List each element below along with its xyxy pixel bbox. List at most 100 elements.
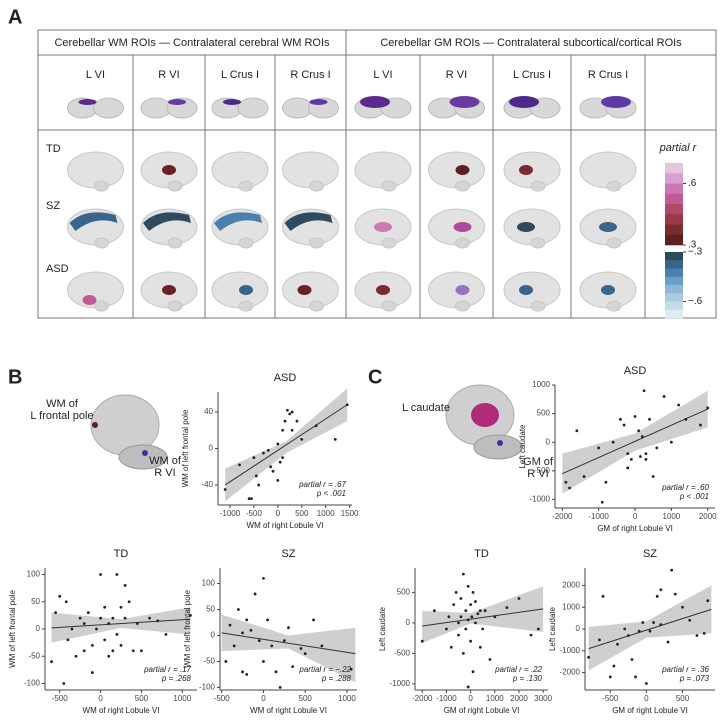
data-point xyxy=(466,584,470,588)
x-axis-title: WM of right Lobule VI xyxy=(247,521,324,530)
brain-label: R VI xyxy=(527,468,548,480)
data-point xyxy=(481,627,485,631)
trend-line xyxy=(51,618,191,629)
column-label: R VI xyxy=(158,69,179,81)
y-tick-label: 50 xyxy=(206,605,215,614)
data-point xyxy=(457,621,460,625)
data-point xyxy=(107,622,111,625)
data-point xyxy=(626,466,630,470)
roi-overlay xyxy=(519,285,533,295)
data-point xyxy=(299,647,303,650)
data-point xyxy=(648,629,652,633)
x-axis-title: GM of right Lobule VI xyxy=(612,706,688,715)
x-tick-label: 0 xyxy=(98,694,103,703)
data-point xyxy=(681,605,684,609)
brain-image xyxy=(282,151,339,192)
data-point xyxy=(447,615,451,619)
data-point xyxy=(598,638,601,642)
chart-title: ASD xyxy=(274,372,297,384)
roi-overlay xyxy=(162,285,176,295)
data-point xyxy=(452,603,456,606)
column-label: R VI xyxy=(446,69,467,81)
x-tick-label: 0 xyxy=(468,694,473,703)
colorbar-swatch xyxy=(665,252,683,261)
data-point xyxy=(488,658,492,661)
data-point xyxy=(103,605,107,609)
stat-annotation: partial r = .22 xyxy=(494,665,542,674)
roi-overlay xyxy=(471,403,499,427)
brain-image xyxy=(579,208,637,249)
brain-image xyxy=(211,151,269,192)
brain-image xyxy=(140,151,198,192)
brainstem xyxy=(309,237,324,249)
y-tick-label: 100 xyxy=(202,579,216,588)
data-point xyxy=(637,629,641,633)
data-point xyxy=(276,478,280,482)
data-point xyxy=(123,616,127,620)
y-tick-label: 500 xyxy=(397,588,411,597)
data-point xyxy=(608,675,612,679)
data-point xyxy=(271,469,275,473)
roi-overlay xyxy=(69,212,118,231)
data-point xyxy=(291,665,295,669)
data-point xyxy=(148,616,152,620)
roi-overlay xyxy=(142,450,148,456)
data-point xyxy=(666,640,670,644)
x-tick-label: 3000 xyxy=(534,694,552,703)
data-point xyxy=(626,634,630,637)
x-tick-label: -1000 xyxy=(588,512,609,521)
y-axis-title: Left caudate xyxy=(378,606,387,651)
y-tick-label: 0 xyxy=(211,631,216,640)
confidence-band xyxy=(422,586,544,644)
data-point xyxy=(131,649,135,653)
data-point xyxy=(281,428,285,432)
row-label: TD xyxy=(46,143,61,155)
data-point xyxy=(505,606,509,610)
colorbar-swatch xyxy=(665,173,683,184)
data-point xyxy=(659,623,663,627)
column-label: L Crus I xyxy=(221,69,259,81)
y-tick-label: -1000 xyxy=(560,646,581,655)
chart-title: SZ xyxy=(281,548,295,560)
x-tick-label: 1000 xyxy=(662,512,680,521)
data-point xyxy=(644,682,648,685)
data-point xyxy=(630,658,634,661)
brainstem xyxy=(455,237,470,249)
y-axis-title: Left caudate xyxy=(518,424,527,469)
data-point xyxy=(670,568,674,572)
data-point xyxy=(119,643,123,647)
roi-highlight xyxy=(223,99,241,105)
x-tick-label: -2000 xyxy=(412,694,433,703)
brain-image xyxy=(503,151,561,192)
data-point xyxy=(706,406,710,410)
data-point xyxy=(119,605,123,609)
data-point xyxy=(287,626,290,630)
y-tick-label: 0 xyxy=(406,618,411,627)
data-point xyxy=(464,609,468,613)
data-point xyxy=(568,486,571,490)
data-point xyxy=(420,639,424,643)
data-point xyxy=(457,633,460,637)
x-tick-label: -2000 xyxy=(552,512,573,521)
data-point xyxy=(461,652,465,655)
data-point xyxy=(253,592,257,596)
data-point xyxy=(432,609,436,613)
cerebellum-lobe xyxy=(93,97,124,119)
data-point xyxy=(50,660,53,664)
brain-label: L frontal pole xyxy=(30,410,93,422)
data-point xyxy=(604,480,608,484)
y-tick-label: -500 xyxy=(534,466,551,475)
data-point xyxy=(282,639,286,643)
data-point xyxy=(597,446,601,450)
data-point xyxy=(278,686,282,689)
roi-overlay xyxy=(519,165,533,175)
brain-image xyxy=(428,208,485,249)
roi-overlay xyxy=(374,222,392,232)
cerebellum-image xyxy=(354,96,412,119)
colorbar-swatch xyxy=(665,268,683,278)
panel-label: B xyxy=(8,366,22,388)
x-tick-label: 1000 xyxy=(317,509,335,518)
data-point xyxy=(278,460,282,464)
brainstem xyxy=(530,180,546,192)
data-point xyxy=(135,622,139,625)
